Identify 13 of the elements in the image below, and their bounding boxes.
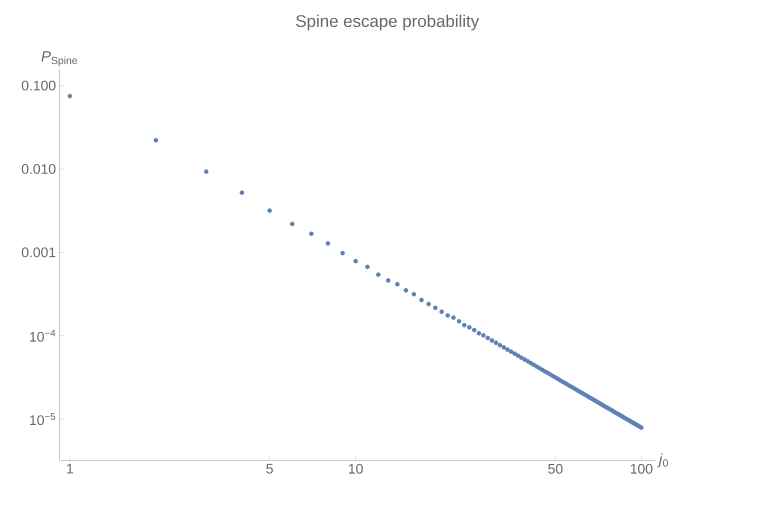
x-tick-label: 100 <box>630 464 652 474</box>
x-tick-label: 10 <box>348 464 363 474</box>
x-tick-label: 50 <box>548 464 563 474</box>
y-tick-label: 10$^{−5}$ <box>30 413 56 426</box>
chart-title: Spine escape probability <box>296 14 480 30</box>
y-tick-label: 10$^{−4}$ <box>30 330 56 342</box>
y-tick-label: 0.100 <box>22 80 56 90</box>
y-axis-title: P$_{Spine}$ <box>41 51 78 66</box>
x-tick-label: 5 <box>266 464 273 474</box>
y-tick-label: 0.010 <box>22 164 56 174</box>
y-tick-label: 0.001 <box>22 247 56 258</box>
x-axis-title: j$_{0}$ <box>657 453 668 468</box>
x-tick-label: 1 <box>67 464 74 474</box>
